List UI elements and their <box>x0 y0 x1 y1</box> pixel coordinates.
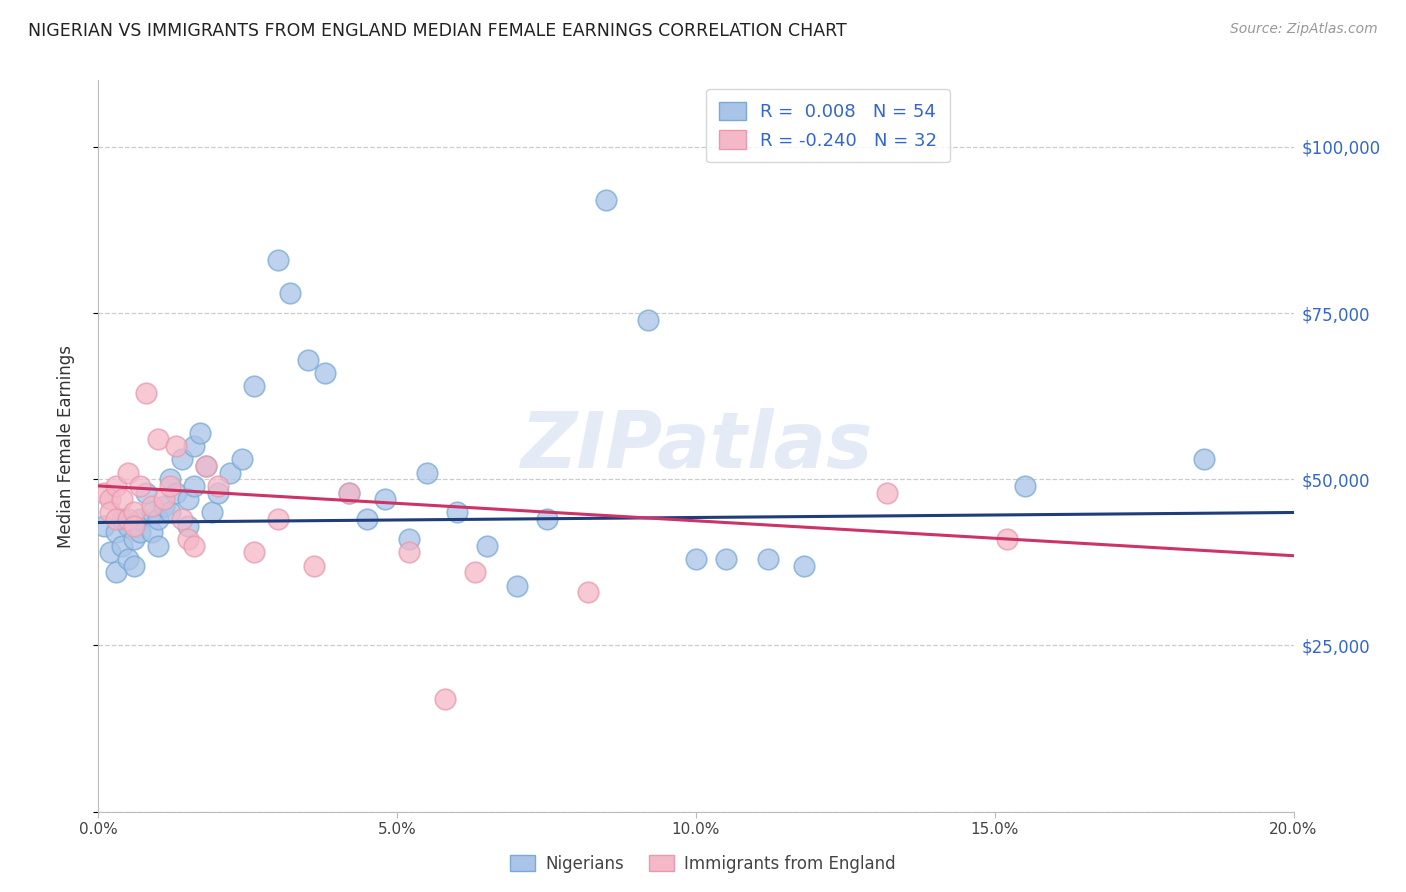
Point <box>159 472 181 486</box>
Point <box>124 532 146 546</box>
Point <box>595 193 617 207</box>
Point <box>141 525 163 540</box>
Point <box>148 539 170 553</box>
Point <box>153 492 176 507</box>
Point <box>685 552 707 566</box>
Point <box>111 539 134 553</box>
Point <box>135 385 157 400</box>
Point <box>243 545 266 559</box>
Point <box>124 506 146 520</box>
Point <box>165 439 187 453</box>
Text: NIGERIAN VS IMMIGRANTS FROM ENGLAND MEDIAN FEMALE EARNINGS CORRELATION CHART: NIGERIAN VS IMMIGRANTS FROM ENGLAND MEDI… <box>28 22 846 40</box>
Point <box>302 558 325 573</box>
Point <box>117 466 139 480</box>
Point <box>117 512 139 526</box>
Point <box>398 532 420 546</box>
Point <box>159 479 181 493</box>
Point <box>111 492 134 507</box>
Point <box>177 492 200 507</box>
Point <box>177 532 200 546</box>
Point <box>93 518 115 533</box>
Point <box>201 506 224 520</box>
Point <box>1014 479 1036 493</box>
Point <box>219 466 242 480</box>
Point <box>172 512 194 526</box>
Point <box>207 485 229 500</box>
Point <box>129 525 152 540</box>
Point <box>756 552 779 566</box>
Point <box>117 518 139 533</box>
Point <box>98 506 122 520</box>
Point <box>339 485 361 500</box>
Point <box>98 492 122 507</box>
Point <box>1192 452 1215 467</box>
Legend: Nigerians, Immigrants from England: Nigerians, Immigrants from England <box>503 848 903 880</box>
Point <box>117 552 139 566</box>
Point <box>135 485 157 500</box>
Point <box>98 545 122 559</box>
Point <box>177 518 200 533</box>
Point <box>159 506 181 520</box>
Point <box>374 492 396 507</box>
Point <box>231 452 253 467</box>
Point <box>446 506 468 520</box>
Point <box>416 466 439 480</box>
Point <box>536 512 558 526</box>
Point <box>124 558 146 573</box>
Point <box>243 379 266 393</box>
Point <box>398 545 420 559</box>
Point <box>105 512 128 526</box>
Point <box>793 558 815 573</box>
Point <box>141 506 163 520</box>
Point <box>165 485 187 500</box>
Point <box>578 585 600 599</box>
Point <box>111 512 134 526</box>
Point <box>105 479 128 493</box>
Point <box>153 499 176 513</box>
Point <box>207 479 229 493</box>
Point <box>148 433 170 447</box>
Point <box>129 479 152 493</box>
Point <box>339 485 361 500</box>
Point <box>195 458 218 473</box>
Point <box>464 566 486 580</box>
Point <box>188 425 211 440</box>
Point <box>637 312 659 326</box>
Text: Source: ZipAtlas.com: Source: ZipAtlas.com <box>1230 22 1378 37</box>
Point <box>434 691 457 706</box>
Point <box>267 252 290 267</box>
Point <box>105 525 128 540</box>
Point <box>356 512 378 526</box>
Point <box>876 485 898 500</box>
Point <box>124 518 146 533</box>
Point <box>141 499 163 513</box>
Point <box>297 352 319 367</box>
Point <box>995 532 1018 546</box>
Point <box>267 512 290 526</box>
Point <box>506 579 529 593</box>
Y-axis label: Median Female Earnings: Median Female Earnings <box>56 344 75 548</box>
Point <box>93 485 115 500</box>
Point <box>183 439 205 453</box>
Point <box>183 539 205 553</box>
Text: ZIPatlas: ZIPatlas <box>520 408 872 484</box>
Legend: R =  0.008   N = 54, R = -0.240   N = 32: R = 0.008 N = 54, R = -0.240 N = 32 <box>706 89 950 162</box>
Point <box>183 479 205 493</box>
Point <box>172 452 194 467</box>
Point <box>148 512 170 526</box>
Point <box>475 539 498 553</box>
Point <box>278 286 301 301</box>
Point <box>315 366 337 380</box>
Point <box>129 512 152 526</box>
Point <box>195 458 218 473</box>
Point <box>714 552 737 566</box>
Point <box>105 566 128 580</box>
